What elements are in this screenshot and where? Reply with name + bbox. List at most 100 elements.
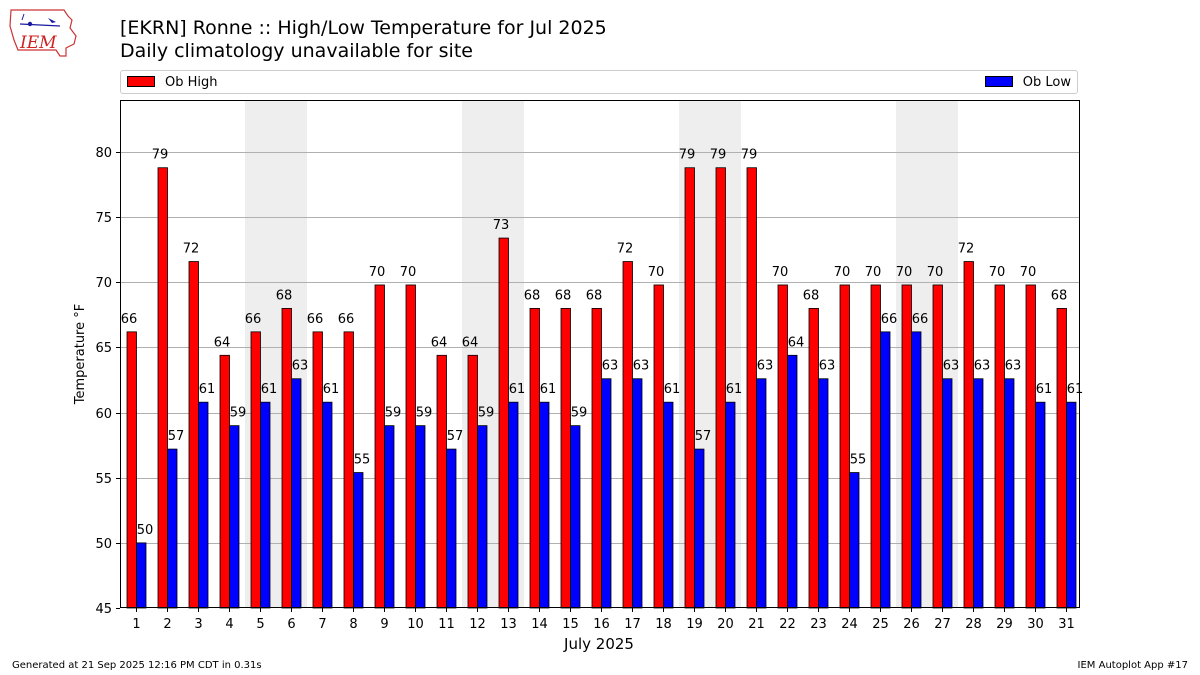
y-tick-label-60: 60	[95, 407, 112, 422]
label-low-day-23: 63	[819, 359, 836, 374]
bar-high-day-20	[715, 167, 726, 609]
bar-high-day-8	[343, 331, 354, 609]
bar-high-day-10	[405, 284, 416, 609]
y-tick-label-45: 45	[95, 602, 112, 617]
x-tick-label-18: 18	[655, 617, 672, 632]
bar-low-day-23	[818, 378, 829, 609]
bar-high-day-28	[963, 261, 974, 609]
label-high-day-10: 70	[400, 265, 417, 280]
bar-labels: 66 50 79 57 72 61 64 59 66 61 68 63 66 61 66 55 70 59 70 59…	[121, 148, 1084, 538]
label-low-day-6: 63	[292, 359, 309, 374]
legend-label-high: Ob High	[165, 75, 218, 90]
x-tick-label-24: 24	[841, 617, 858, 632]
bar-low-day-20	[725, 401, 736, 609]
bar-low-day-31	[1066, 401, 1077, 609]
bar-high-day-27	[932, 284, 943, 609]
bar-high-day-15	[560, 308, 571, 609]
bar-high-day-14	[529, 308, 540, 609]
label-low-day-15: 59	[571, 406, 588, 421]
bar-high-day-23	[808, 308, 819, 609]
label-high-day-13: 73	[493, 218, 510, 233]
x-tick-label-2: 2	[163, 617, 171, 632]
label-low-day-7: 61	[323, 382, 340, 397]
bar-low-day-9	[384, 425, 395, 609]
x-tick-label-30: 30	[1027, 617, 1044, 632]
x-tick-label-12: 12	[469, 617, 486, 632]
label-high-day-28: 72	[958, 242, 975, 257]
legend-swatch-low	[984, 76, 1013, 87]
bar-low-day-8	[353, 472, 364, 609]
label-low-day-12: 59	[478, 406, 495, 421]
label-high-day-14: 68	[524, 288, 541, 303]
label-high-day-5: 66	[245, 312, 262, 327]
bar-low-day-25	[880, 331, 891, 609]
label-high-day-20: 79	[710, 148, 727, 163]
x-tick-label-10: 10	[407, 617, 424, 632]
label-high-day-8: 66	[338, 312, 355, 327]
bar-low-day-6	[291, 378, 302, 609]
label-low-day-29: 63	[1005, 359, 1022, 374]
label-low-day-9: 59	[385, 406, 402, 421]
label-low-day-21: 63	[757, 359, 774, 374]
bar-high-day-6	[281, 308, 292, 609]
legend-label-low: Ob Low	[1022, 75, 1071, 90]
label-low-day-17: 63	[633, 359, 650, 374]
x-tick-label-28: 28	[965, 617, 982, 632]
label-high-day-18: 70	[648, 265, 665, 280]
label-low-day-13: 61	[509, 382, 526, 397]
bar-low-day-26	[911, 331, 922, 609]
label-high-day-3: 72	[183, 242, 200, 257]
app-note: IEM Autoplot App #17	[1077, 660, 1188, 671]
x-tick-label-13: 13	[500, 617, 517, 632]
bar-high-day-21	[746, 167, 757, 609]
x-tick-label-16: 16	[593, 617, 610, 632]
bar-low-day-19	[694, 448, 705, 609]
bar-high-day-3	[188, 261, 199, 609]
bar-high-day-5	[250, 331, 261, 609]
bar-low-day-24	[849, 472, 860, 609]
label-high-day-7: 66	[307, 312, 324, 327]
bar-low-day-3	[198, 401, 209, 609]
bar-high-day-9	[374, 284, 385, 609]
bar-high-day-26	[901, 284, 912, 609]
iem-logo: IEM	[9, 9, 77, 57]
x-tick-label-21: 21	[748, 617, 765, 632]
label-high-day-29: 70	[989, 265, 1006, 280]
bar-high-day-31	[1056, 308, 1067, 609]
plot-frame	[120, 100, 1080, 608]
label-high-day-27: 70	[927, 265, 944, 280]
label-low-day-5: 61	[261, 382, 278, 397]
bar-high-day-13	[498, 237, 509, 609]
bar-low-day-28	[973, 378, 984, 609]
bar-high-day-16	[591, 308, 602, 609]
bar-low-day-13	[508, 401, 519, 609]
label-high-day-4: 64	[214, 335, 231, 350]
y-tick-label-65: 65	[95, 341, 112, 356]
label-high-day-31: 68	[1051, 288, 1068, 303]
bar-low-day-16	[601, 378, 612, 609]
bar-high-day-12	[467, 354, 478, 609]
x-tick-label-4: 4	[225, 617, 233, 632]
y-tick-label-70: 70	[95, 276, 112, 291]
label-low-day-4: 59	[230, 406, 247, 421]
label-low-day-3: 61	[199, 382, 216, 397]
label-high-day-26: 70	[896, 265, 913, 280]
label-low-day-28: 63	[974, 359, 991, 374]
label-high-day-2: 79	[152, 148, 169, 163]
x-tick-label-11: 11	[438, 617, 455, 632]
bar-low-day-4	[229, 425, 240, 609]
bar-high-day-18	[653, 284, 664, 609]
x-tick-label-27: 27	[934, 617, 951, 632]
y-tick-label-75: 75	[95, 211, 112, 226]
y-axis-label: Temperature °F	[73, 304, 88, 405]
legend-swatch-high	[127, 76, 155, 87]
bar-low-day-17	[632, 378, 643, 609]
x-tick-label-5: 5	[256, 617, 264, 632]
bar-low-day-11	[446, 448, 457, 609]
bar-low-day-15	[570, 425, 581, 609]
legend-item-low: Ob Low	[984, 75, 1071, 91]
bar-high-day-1	[126, 331, 137, 609]
x-tick-label-1: 1	[132, 617, 140, 632]
bars	[126, 167, 1077, 609]
